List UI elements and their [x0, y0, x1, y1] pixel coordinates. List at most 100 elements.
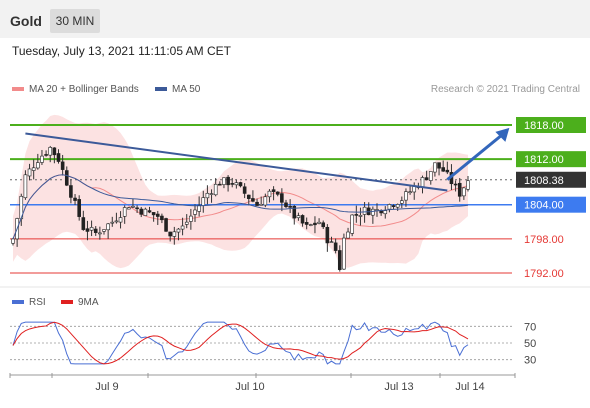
candle-body	[333, 242, 338, 251]
candle-body	[404, 191, 408, 201]
candle-body	[81, 217, 86, 230]
candle-body	[193, 209, 197, 215]
candle-body	[64, 170, 69, 186]
candle-body	[350, 214, 354, 234]
resistance-label-bg	[516, 151, 586, 168]
candle-body	[428, 171, 433, 181]
candle-body	[127, 207, 131, 210]
rsi-line	[12, 321, 469, 365]
candle-body	[424, 177, 429, 181]
candle-body	[205, 192, 210, 199]
candle-body	[400, 200, 404, 204]
candle-body	[48, 147, 53, 156]
candle-body	[213, 183, 218, 196]
candle-body	[466, 180, 470, 190]
instrument-title: Gold	[10, 13, 42, 29]
candle-body	[462, 187, 466, 197]
current-price-label: 1808.38	[524, 175, 564, 187]
candle-body	[304, 222, 309, 225]
forecast-arrow-shaft	[446, 132, 505, 181]
x-tick-label: Jul 9	[95, 381, 118, 393]
ma50-swatch	[155, 87, 167, 92]
candle-body	[98, 232, 102, 235]
candle-body	[11, 238, 15, 244]
candle-body	[122, 207, 127, 217]
candle-body	[36, 162, 40, 169]
candle-body	[284, 202, 288, 208]
candle-body	[197, 204, 201, 212]
ma9-label: 9MA	[78, 297, 99, 308]
candle-body	[135, 207, 139, 210]
resistance-label-bg	[516, 117, 586, 133]
candle-body	[408, 191, 412, 194]
legend-ma50: MA 50	[155, 84, 200, 95]
ma20-label: MA 20 + Bollinger Bands	[29, 84, 139, 95]
candle-body	[383, 210, 388, 215]
candle-body	[69, 185, 73, 198]
candle-body	[259, 203, 263, 206]
resistance-label: 1812.00	[524, 154, 564, 166]
candle-body	[251, 198, 255, 202]
x-tick-label: Jul 14	[455, 381, 484, 393]
current-price-label-bg	[516, 171, 586, 188]
candle-body	[362, 206, 367, 215]
candle-body	[102, 229, 106, 232]
candle-body	[296, 215, 301, 219]
candle-body	[52, 147, 57, 156]
timeframe-button[interactable]: 30 MIN	[50, 9, 100, 33]
rsi-swatch	[12, 300, 24, 305]
timestamp: Tuesday, July 13, 2021 11:11:05 AM CET	[12, 44, 232, 58]
candle-body	[321, 222, 326, 228]
candle-body	[391, 205, 396, 207]
candle-body	[292, 205, 297, 219]
candle-body	[93, 228, 98, 233]
candle-body	[300, 215, 305, 224]
legend-rsi: RSI	[12, 297, 46, 308]
candle-body	[337, 250, 342, 270]
candle-body	[288, 206, 292, 208]
candle-body	[271, 189, 276, 192]
candle-body	[263, 196, 268, 206]
resistance-label: 1818.00	[524, 120, 564, 132]
price-levels	[10, 124, 512, 274]
candle-body	[234, 182, 239, 186]
rsi-level-label: 70	[524, 321, 536, 333]
candle-body	[131, 205, 135, 208]
pivot-label: 1804.00	[524, 200, 564, 212]
candle-body	[218, 183, 222, 186]
bollinger-band-fill	[13, 114, 468, 269]
candle-body	[342, 237, 346, 270]
legend-ma20: MA 20 + Bollinger Bands	[12, 84, 139, 95]
candle-body	[255, 201, 259, 206]
candle-body	[172, 231, 177, 237]
ma50-label: MA 50	[172, 84, 201, 95]
candle-body	[226, 176, 230, 186]
rsi-panel: 70 50 30	[0, 286, 590, 367]
forecast-arrow-head	[495, 127, 510, 142]
candle-body	[313, 222, 317, 226]
candle-body	[77, 199, 81, 217]
candle-body	[27, 168, 32, 177]
candle-body	[31, 167, 36, 171]
x-tick-label: Jul 10	[235, 381, 264, 393]
trendline	[25, 132, 448, 192]
candle-body	[201, 197, 206, 206]
candle-body	[280, 193, 284, 203]
candle-body	[329, 241, 334, 243]
x-axis: Jul 9 Jul 10 Jul 13 Jul 14	[9, 373, 516, 393]
rsi-level-label: 30	[524, 355, 536, 367]
candle-body	[238, 182, 243, 187]
candle-body	[453, 183, 458, 186]
candle-body	[106, 223, 110, 231]
candle-body	[118, 217, 123, 223]
candle-body	[23, 174, 28, 199]
candle-body	[412, 186, 417, 193]
ma9-swatch	[61, 300, 73, 305]
candle-body	[420, 177, 425, 188]
bollinger-bands	[12, 114, 469, 269]
support-label: 1792.00	[524, 268, 564, 280]
candles	[11, 145, 470, 272]
candle-body	[275, 191, 280, 195]
candle-body	[56, 153, 61, 162]
